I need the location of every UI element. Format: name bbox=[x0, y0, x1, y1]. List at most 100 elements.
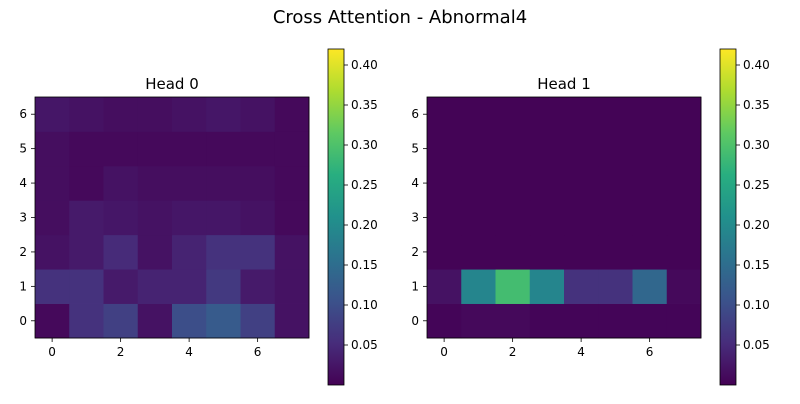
heatmap-cell bbox=[35, 97, 70, 132]
panel-title: Head 0 bbox=[145, 75, 199, 93]
heatmap-cell bbox=[495, 200, 531, 236]
colorbar-gradient bbox=[327, 48, 345, 386]
y-tick-label: 4 bbox=[19, 176, 27, 190]
colorbar-gradient bbox=[719, 48, 737, 386]
heatmap-panel-1: Head 1 0 2 4 6 0 1 2 3 4 5 6 0.05 0.10 0.15 0.20 0.25 0.3… bbox=[411, 48, 770, 386]
heatmap-cell bbox=[461, 200, 496, 236]
heatmap-cell bbox=[529, 131, 565, 167]
heatmap-cell bbox=[172, 269, 207, 304]
heatmap-cell bbox=[69, 131, 104, 167]
heatmap-cell bbox=[564, 165, 599, 201]
heatmap-cell bbox=[240, 269, 276, 304]
heatmap-cell bbox=[427, 165, 462, 201]
heatmap-cell bbox=[564, 97, 599, 132]
heatmap-cell bbox=[274, 165, 310, 201]
heatmap-cell bbox=[495, 165, 531, 201]
heatmap-cell bbox=[206, 200, 241, 236]
x-tick-label: 4 bbox=[185, 345, 193, 359]
heatmap-cell bbox=[461, 234, 496, 270]
heatmap-cell bbox=[461, 303, 496, 339]
heatmap-cell bbox=[103, 234, 139, 270]
heatmap-cell bbox=[632, 303, 668, 339]
heatmap-cell bbox=[274, 200, 310, 236]
heatmap-cell bbox=[69, 165, 104, 201]
heatmap-cell bbox=[172, 97, 207, 132]
heatmap-cell bbox=[240, 200, 276, 236]
colorbar: 0.05 0.10 0.15 0.20 0.25 0.30 0.35 0.40 bbox=[327, 48, 378, 386]
heatmap-cell bbox=[103, 303, 139, 339]
heatmap-cell bbox=[240, 165, 276, 201]
heatmap-panel-0: Head 0 0 2 4 6 0 1 2 3 4 5 6 0.05 0.10 0.15 0.20 0.25 0.3… bbox=[19, 48, 378, 386]
heatmap-cell bbox=[666, 97, 702, 132]
y-tick-label: 3 bbox=[19, 211, 27, 225]
colorbar-tick-label: 0.05 bbox=[351, 338, 378, 352]
colorbar-tick-label: 0.05 bbox=[743, 338, 770, 352]
heatmap-cell bbox=[35, 234, 70, 270]
heatmap-cell bbox=[103, 131, 139, 167]
heatmap-cell bbox=[206, 131, 241, 167]
heatmap-cell bbox=[274, 97, 310, 132]
heatmap-cell bbox=[529, 97, 565, 132]
heatmap-cell bbox=[564, 200, 599, 236]
heatmap-cell bbox=[35, 200, 70, 236]
heatmap-cell bbox=[564, 269, 599, 304]
heatmap-cell bbox=[103, 97, 139, 132]
colorbar-tick-label: 0.10 bbox=[351, 298, 378, 312]
colorbar-tick-label: 0.30 bbox=[351, 138, 378, 152]
heatmap-cell bbox=[564, 234, 599, 270]
heatmap-cell bbox=[274, 234, 310, 270]
y-tick-label: 4 bbox=[411, 176, 419, 190]
heatmap-cell bbox=[137, 303, 173, 339]
x-tick-label: 0 bbox=[48, 345, 56, 359]
heatmap-cell bbox=[172, 234, 207, 270]
heatmap-cell bbox=[427, 269, 462, 304]
heatmap-cell bbox=[529, 269, 565, 304]
x-tick-label: 4 bbox=[577, 345, 585, 359]
heatmap-cell bbox=[35, 131, 70, 167]
heatmap-cell bbox=[103, 269, 139, 304]
y-tick-label: 1 bbox=[411, 279, 419, 293]
heatmap-cell bbox=[206, 269, 241, 304]
heatmap-cell bbox=[564, 131, 599, 167]
heatmap-cell bbox=[529, 200, 565, 236]
x-tick-label: 6 bbox=[254, 345, 262, 359]
y-tick-label: 6 bbox=[411, 107, 419, 121]
colorbar-tick-label: 0.35 bbox=[743, 98, 770, 112]
colorbar-tick-label: 0.40 bbox=[351, 58, 378, 72]
heatmap-cell bbox=[172, 165, 207, 201]
heatmap-cell bbox=[529, 165, 565, 201]
heatmap-cell bbox=[172, 200, 207, 236]
heatmap-cell bbox=[495, 131, 531, 167]
heatmap-cell bbox=[666, 165, 702, 201]
y-tick-label: 2 bbox=[411, 245, 419, 259]
heatmap-cell bbox=[137, 165, 173, 201]
y-tick-label: 1 bbox=[19, 279, 27, 293]
heatmap-cell bbox=[495, 303, 531, 339]
y-tick-label: 0 bbox=[19, 314, 27, 328]
x-tick-label: 2 bbox=[117, 345, 125, 359]
colorbar-tick-label: 0.15 bbox=[351, 258, 378, 272]
heatmap-cell bbox=[274, 131, 310, 167]
heatmap-cell bbox=[427, 97, 462, 132]
heatmap-cell bbox=[172, 303, 207, 339]
colorbar-tick-label: 0.25 bbox=[743, 178, 770, 192]
y-tick-label: 2 bbox=[19, 245, 27, 259]
heatmap-cell bbox=[632, 97, 668, 132]
heatmap-cell bbox=[35, 269, 70, 304]
colorbar-tick-label: 0.20 bbox=[743, 218, 770, 232]
heatmap-cell bbox=[598, 165, 633, 201]
heatmap-cell bbox=[69, 200, 104, 236]
heatmap-cell bbox=[240, 303, 276, 339]
colorbar-tick-label: 0.20 bbox=[351, 218, 378, 232]
heatmap-cell bbox=[461, 165, 496, 201]
heatmap-cell bbox=[598, 269, 633, 304]
heatmap-cell bbox=[632, 200, 668, 236]
colorbar-tick-label: 0.25 bbox=[351, 178, 378, 192]
colorbar-tick-label: 0.15 bbox=[743, 258, 770, 272]
heatmap-cell bbox=[598, 200, 633, 236]
x-tick-label: 0 bbox=[440, 345, 448, 359]
heatmap-cell bbox=[461, 131, 496, 167]
colorbar: 0.05 0.10 0.15 0.20 0.25 0.30 0.35 0.40 bbox=[719, 48, 770, 386]
x-tick-label: 6 bbox=[646, 345, 654, 359]
heatmap-cell bbox=[137, 200, 173, 236]
